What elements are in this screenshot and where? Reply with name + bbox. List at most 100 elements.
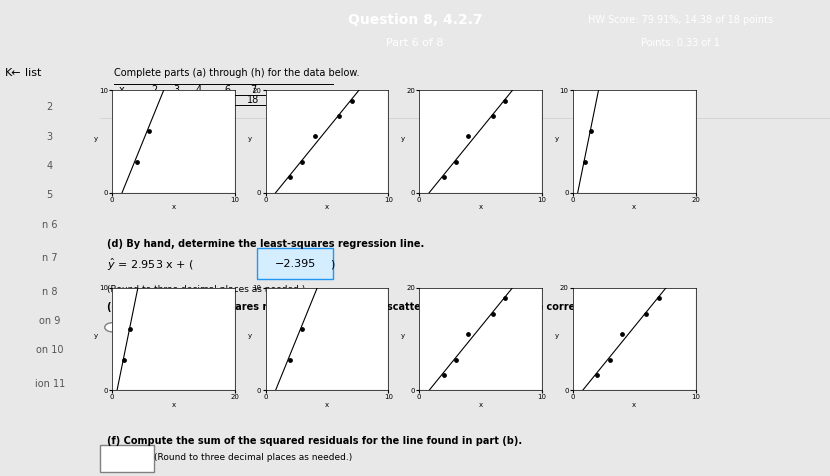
Point bbox=[615, 330, 628, 338]
Point bbox=[486, 112, 500, 120]
Text: (Round to three decimal places as needed.): (Round to three decimal places as needed… bbox=[107, 286, 305, 295]
Text: B.: B. bbox=[305, 322, 315, 332]
Text: D.: D. bbox=[671, 322, 681, 332]
Point bbox=[449, 356, 462, 364]
Text: 6: 6 bbox=[173, 95, 179, 105]
Y-axis label: y: y bbox=[247, 136, 251, 142]
Point bbox=[130, 274, 144, 281]
Text: −2.395: −2.395 bbox=[275, 259, 316, 269]
Point bbox=[603, 36, 616, 43]
X-axis label: x: x bbox=[632, 402, 636, 408]
Point bbox=[295, 159, 309, 166]
Point bbox=[461, 133, 475, 140]
Point bbox=[295, 325, 309, 333]
FancyBboxPatch shape bbox=[256, 248, 334, 279]
Text: on 9: on 9 bbox=[39, 316, 61, 326]
Circle shape bbox=[657, 325, 664, 329]
Text: 2: 2 bbox=[151, 85, 158, 95]
Point bbox=[124, 325, 137, 333]
Point bbox=[345, 202, 359, 210]
X-axis label: x: x bbox=[479, 204, 482, 210]
X-axis label: x: x bbox=[479, 402, 482, 408]
Text: n 8: n 8 bbox=[42, 287, 57, 297]
Point bbox=[142, 233, 155, 241]
Text: 3: 3 bbox=[173, 85, 179, 95]
X-axis label: x: x bbox=[325, 204, 329, 210]
Point bbox=[609, 5, 622, 12]
Text: 11: 11 bbox=[192, 95, 204, 105]
Circle shape bbox=[470, 323, 486, 332]
Text: Part 6 of 8: Part 6 of 8 bbox=[386, 38, 444, 48]
Point bbox=[284, 174, 297, 181]
Point bbox=[192, 5, 205, 12]
Point bbox=[640, 310, 653, 317]
Point bbox=[308, 274, 321, 281]
Circle shape bbox=[287, 323, 304, 332]
FancyBboxPatch shape bbox=[100, 445, 154, 472]
Point bbox=[179, 36, 193, 43]
Point bbox=[149, 202, 162, 210]
Point bbox=[461, 330, 475, 338]
Text: (e) Graph the least-squares regression line on the scatter diagram. Choose the c: (e) Graph the least-squares regression l… bbox=[107, 302, 661, 312]
Text: 4: 4 bbox=[46, 161, 53, 171]
Text: list: list bbox=[25, 68, 42, 78]
Text: Points: 0.33 of 1: Points: 0.33 of 1 bbox=[641, 38, 720, 48]
Text: ion 11: ion 11 bbox=[35, 379, 65, 389]
Point bbox=[652, 294, 666, 302]
Text: 3: 3 bbox=[46, 132, 53, 142]
X-axis label: x: x bbox=[325, 402, 329, 408]
Point bbox=[437, 174, 451, 181]
Text: 15: 15 bbox=[222, 95, 233, 105]
Text: Question 8, 4.2.7: Question 8, 4.2.7 bbox=[348, 13, 482, 27]
Text: 6: 6 bbox=[224, 85, 231, 95]
Point bbox=[308, 133, 321, 140]
Point bbox=[333, 233, 346, 241]
Text: C.: C. bbox=[488, 322, 498, 332]
Point bbox=[333, 112, 346, 120]
Text: 4: 4 bbox=[195, 85, 201, 95]
Text: 7: 7 bbox=[250, 85, 256, 95]
Text: 18: 18 bbox=[247, 95, 259, 105]
Text: Complete parts (a) through (h) for the data below.: Complete parts (a) through (h) for the d… bbox=[115, 68, 359, 78]
Point bbox=[449, 159, 462, 166]
Text: 2: 2 bbox=[46, 102, 53, 112]
Text: n 6: n 6 bbox=[42, 219, 57, 230]
Point bbox=[486, 310, 500, 317]
Point bbox=[603, 356, 616, 364]
Text: n 7: n 7 bbox=[42, 253, 57, 263]
Y-axis label: y: y bbox=[401, 333, 405, 339]
Y-axis label: y: y bbox=[94, 333, 98, 339]
Point bbox=[284, 356, 297, 364]
Text: $\hat{y}$ = 2.953 x + (: $\hat{y}$ = 2.953 x + ( bbox=[107, 256, 194, 273]
Text: ): ) bbox=[330, 259, 334, 269]
Text: x: x bbox=[119, 85, 124, 95]
Text: (f) Compute the sum of the squared residuals for the line found in part (b).: (f) Compute the sum of the squared resid… bbox=[107, 436, 522, 446]
Text: (Round to three decimal places as needed.): (Round to three decimal places as needed… bbox=[154, 454, 353, 463]
X-axis label: x: x bbox=[632, 204, 636, 210]
Point bbox=[345, 97, 359, 105]
Point bbox=[118, 356, 131, 364]
Text: on 10: on 10 bbox=[36, 345, 64, 356]
Text: HW Score: 79.91%, 14.38 of 18 points: HW Score: 79.91%, 14.38 of 18 points bbox=[588, 15, 774, 25]
Text: y: y bbox=[119, 95, 124, 105]
X-axis label: x: x bbox=[172, 204, 175, 210]
Point bbox=[130, 159, 144, 166]
Point bbox=[579, 159, 592, 166]
Text: K←: K← bbox=[5, 68, 22, 78]
Y-axis label: y: y bbox=[94, 136, 98, 142]
Point bbox=[499, 97, 512, 105]
Point bbox=[142, 128, 155, 135]
Y-axis label: y: y bbox=[554, 136, 559, 142]
X-axis label: x: x bbox=[172, 402, 175, 408]
Point bbox=[591, 77, 604, 84]
Circle shape bbox=[652, 323, 669, 332]
Point bbox=[584, 128, 598, 135]
Y-axis label: y: y bbox=[247, 333, 251, 339]
Text: 3: 3 bbox=[151, 95, 158, 105]
Y-axis label: y: y bbox=[401, 136, 405, 142]
Point bbox=[499, 294, 512, 302]
Text: A.: A. bbox=[123, 322, 133, 332]
Y-axis label: y: y bbox=[554, 333, 559, 339]
Text: (d) By hand, determine the least-squares regression line.: (d) By hand, determine the least-squares… bbox=[107, 239, 424, 249]
Point bbox=[437, 371, 451, 379]
